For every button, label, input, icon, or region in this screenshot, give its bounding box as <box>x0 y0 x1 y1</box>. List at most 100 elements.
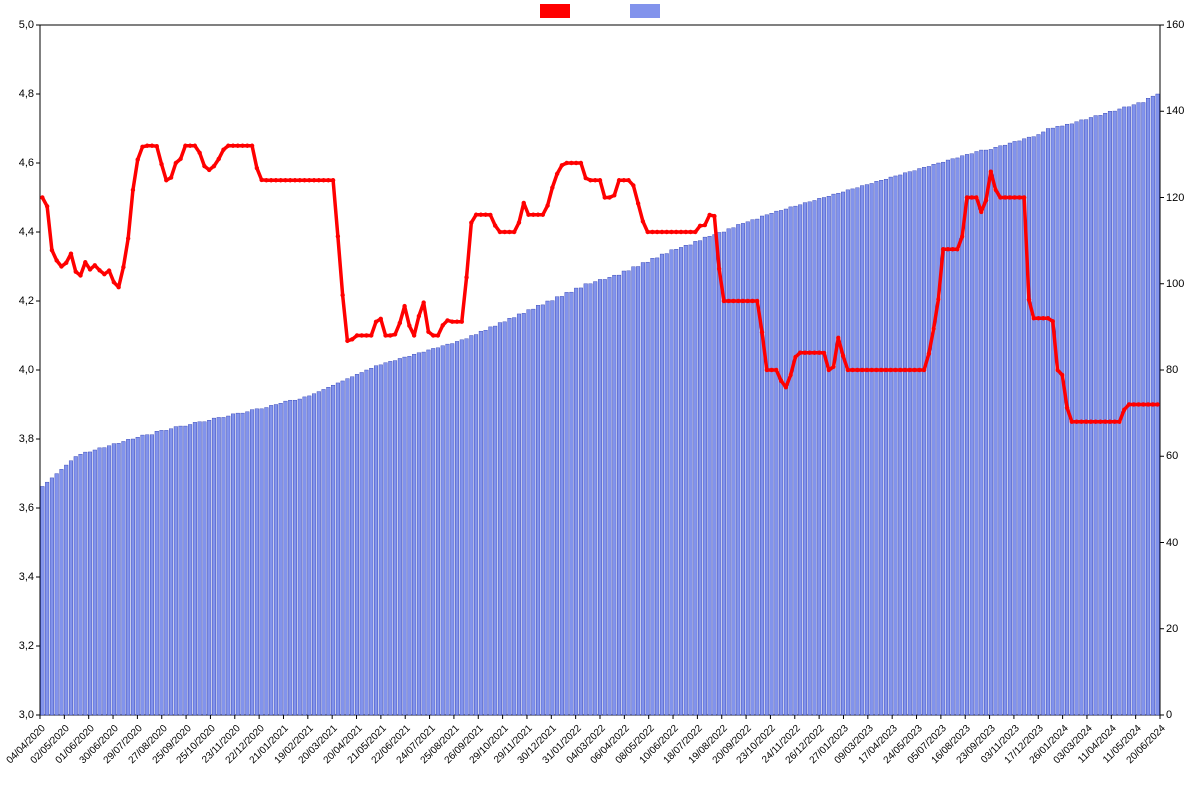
line-marker <box>889 368 893 372</box>
bar <box>388 361 392 715</box>
bar <box>64 465 68 715</box>
bar <box>246 412 250 715</box>
bar <box>274 405 278 716</box>
line-marker <box>450 320 454 324</box>
line-marker <box>231 144 235 148</box>
bar <box>45 482 49 715</box>
line-marker <box>865 368 869 372</box>
bar <box>265 408 269 715</box>
bar <box>984 150 988 715</box>
bar <box>665 254 669 715</box>
bar <box>841 192 845 715</box>
y-right-tick: 20 <box>1166 623 1178 635</box>
line-marker <box>150 144 154 148</box>
bar <box>422 352 426 715</box>
y-left-tick: 4,4 <box>19 226 34 238</box>
line-marker <box>340 293 344 297</box>
bar <box>1080 120 1084 715</box>
line-marker <box>717 267 721 271</box>
line-marker <box>750 299 754 303</box>
line-marker <box>741 299 745 303</box>
legend-swatch-line <box>540 4 570 18</box>
line-marker <box>650 230 654 234</box>
line-marker <box>965 195 969 199</box>
bar <box>517 314 521 715</box>
line-marker <box>936 297 940 301</box>
bar <box>1132 105 1136 715</box>
line-marker <box>555 172 559 176</box>
bar <box>784 209 788 715</box>
line-marker <box>774 368 778 372</box>
bar <box>684 245 688 715</box>
bar <box>722 232 726 715</box>
line-marker <box>426 330 430 334</box>
bar <box>136 437 140 715</box>
y-left-tick: 5,0 <box>19 19 34 31</box>
line-marker <box>126 236 130 240</box>
bar <box>979 150 983 715</box>
bar <box>574 288 578 715</box>
bar <box>69 461 73 715</box>
line-marker <box>812 351 816 355</box>
bar <box>717 232 721 715</box>
line-marker <box>1136 402 1140 406</box>
bar <box>617 275 621 715</box>
bar <box>975 152 979 715</box>
bar <box>598 279 602 715</box>
line-marker <box>784 385 788 389</box>
bar <box>436 348 440 715</box>
line-marker <box>931 327 935 331</box>
bar <box>427 350 431 715</box>
line-marker <box>379 317 383 321</box>
line-marker <box>331 178 335 182</box>
bar <box>889 177 893 715</box>
bar <box>755 219 759 715</box>
line-marker <box>955 247 959 251</box>
line-marker <box>445 318 449 322</box>
line-marker <box>226 144 230 148</box>
bar <box>169 429 173 715</box>
line-marker <box>536 213 540 217</box>
line-marker <box>236 144 240 148</box>
line-marker <box>464 275 468 279</box>
bar <box>198 422 202 715</box>
line-marker <box>83 260 87 264</box>
line-marker <box>455 320 459 324</box>
bar <box>336 383 340 715</box>
line-marker <box>846 368 850 372</box>
legend-item-bars <box>630 4 660 18</box>
bar <box>870 183 874 715</box>
bar <box>1051 128 1055 715</box>
line-marker <box>107 268 111 272</box>
line-marker <box>893 368 897 372</box>
line-marker <box>898 368 902 372</box>
bar <box>55 474 59 715</box>
bar <box>1032 137 1036 715</box>
y-right-tick: 40 <box>1166 537 1178 549</box>
bar <box>231 414 235 715</box>
line-marker <box>1051 319 1055 323</box>
line-marker <box>488 213 492 217</box>
line-marker <box>636 201 640 205</box>
line-marker <box>593 178 597 182</box>
line-marker <box>550 185 554 189</box>
line-marker <box>1098 420 1102 424</box>
line-marker <box>412 333 416 337</box>
bar <box>817 198 821 715</box>
line-marker <box>88 267 92 271</box>
line-marker <box>874 368 878 372</box>
bar <box>312 394 316 715</box>
bar <box>307 396 311 715</box>
line-marker <box>369 333 373 337</box>
line-marker <box>531 213 535 217</box>
line-marker <box>1022 195 1026 199</box>
bar <box>593 282 597 715</box>
bar <box>98 448 102 715</box>
bar <box>236 413 240 715</box>
bar <box>1108 111 1112 715</box>
line-marker <box>274 178 278 182</box>
line-marker <box>398 321 402 325</box>
bar <box>322 389 326 715</box>
line-marker <box>612 193 616 197</box>
bar <box>627 271 631 715</box>
